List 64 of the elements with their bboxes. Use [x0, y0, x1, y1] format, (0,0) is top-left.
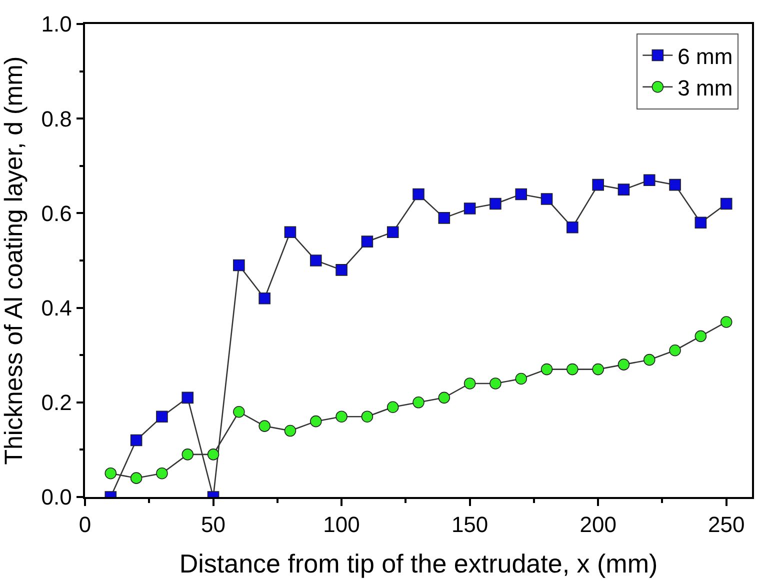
point — [720, 316, 732, 328]
legend-label: 6 mm — [678, 44, 733, 69]
x-tick-label: 100 — [323, 512, 360, 538]
point — [669, 178, 681, 191]
point — [669, 344, 681, 356]
point — [336, 264, 348, 276]
point — [156, 467, 168, 480]
x-axis-title: Distance from tip of the extrudate, x (mm) — [179, 548, 658, 578]
point — [310, 254, 322, 266]
point — [412, 396, 424, 408]
point — [284, 226, 296, 238]
point — [310, 415, 322, 428]
point — [694, 330, 707, 342]
x-tick-label: 0 — [78, 512, 92, 538]
x-tick-label: 50 — [201, 512, 226, 538]
x-tick-label: 150 — [451, 512, 488, 538]
point — [438, 392, 450, 404]
y-tick-label: 0.4 — [41, 296, 72, 320]
point — [618, 358, 630, 370]
point — [438, 212, 450, 224]
x-tick-label: 250 — [708, 512, 745, 538]
y-tick-label: 0.2 — [41, 390, 72, 416]
point — [182, 392, 194, 404]
point — [490, 198, 502, 210]
point — [386, 401, 399, 414]
point — [540, 363, 553, 376]
point — [361, 236, 374, 248]
point — [540, 193, 553, 205]
point — [618, 184, 630, 196]
point — [490, 378, 502, 390]
y-tick-label: 0.8 — [41, 106, 72, 132]
point — [566, 221, 578, 234]
point — [464, 202, 476, 214]
point — [207, 448, 220, 460]
point — [592, 178, 604, 191]
y-tick-label: 0.6 — [41, 200, 72, 226]
point — [515, 372, 528, 385]
point — [130, 472, 142, 484]
x-tick-label: 200 — [580, 512, 616, 538]
point — [233, 406, 245, 418]
point — [361, 410, 374, 422]
point — [412, 188, 424, 200]
point — [182, 448, 194, 460]
y-axis-title: Thickness of Al coating layer, d (mm) — [0, 56, 28, 465]
legend-label: 3 mm — [678, 75, 733, 100]
point — [233, 259, 245, 272]
point — [464, 378, 476, 390]
point — [515, 188, 528, 200]
point — [720, 198, 732, 210]
y-tick-label: 0.0 — [41, 484, 72, 510]
point — [386, 226, 399, 238]
y-tick-label: 1.0 — [41, 12, 72, 37]
point — [258, 292, 270, 304]
point — [104, 467, 117, 480]
point — [130, 434, 142, 446]
point — [284, 424, 296, 437]
point — [336, 410, 348, 422]
point — [643, 354, 656, 366]
point — [566, 363, 578, 376]
point — [156, 410, 168, 422]
point — [592, 363, 604, 376]
point — [643, 174, 656, 186]
point — [258, 420, 270, 432]
point — [694, 216, 707, 229]
